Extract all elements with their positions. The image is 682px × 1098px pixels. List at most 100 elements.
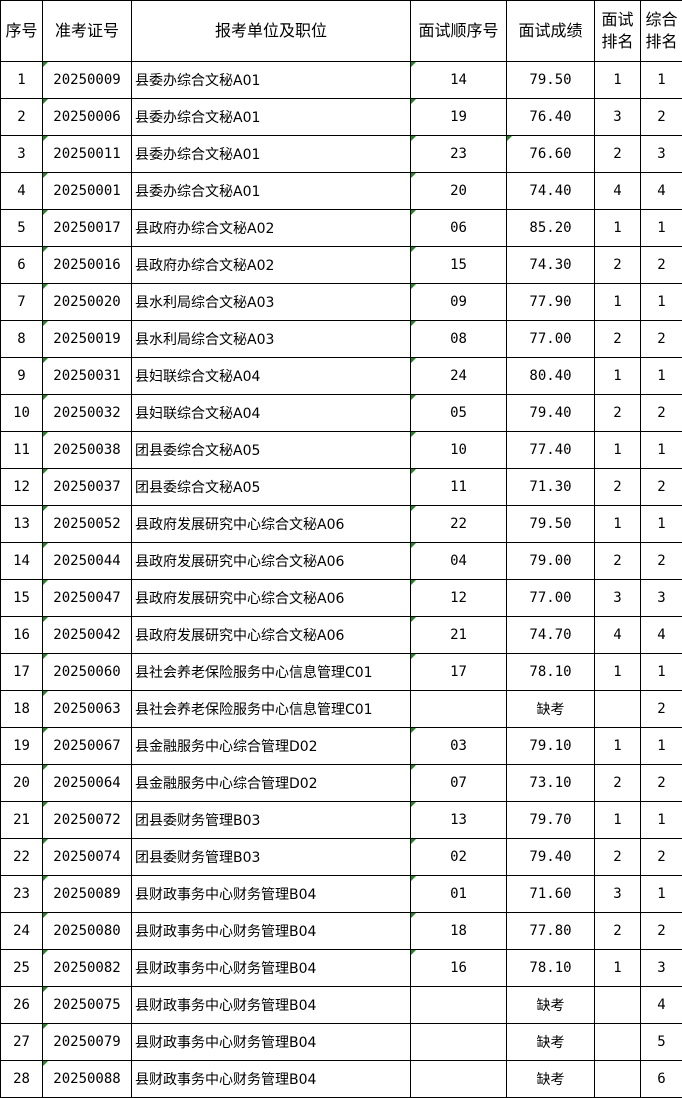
cell-interview-score[interactable]: 71.60 [507,876,595,913]
cell-overall-rank[interactable]: 6 [641,1061,682,1098]
cell-unit-position[interactable]: 团县委综合文秘A05 [132,469,411,506]
cell-interview-rank[interactable]: 1 [595,62,641,99]
cell-exam-number[interactable]: 20250088 [43,1061,132,1098]
cell-exam-number[interactable]: 20250079 [43,1024,132,1061]
cell-exam-number[interactable]: 20250020 [43,284,132,321]
cell-interview-score[interactable]: 78.10 [507,654,595,691]
cell-index[interactable]: 27 [1,1024,43,1061]
cell-exam-number[interactable]: 20250075 [43,987,132,1024]
cell-unit-position[interactable]: 县政府办综合文秘A02 [132,247,411,284]
cell-interview-score[interactable]: 74.70 [507,617,595,654]
cell-overall-rank[interactable]: 2 [641,247,682,284]
cell-overall-rank[interactable]: 3 [641,136,682,173]
cell-interview-rank[interactable]: 1 [595,950,641,987]
cell-interview-order[interactable] [411,987,507,1024]
cell-unit-position[interactable]: 县政府发展研究中心综合文秘A06 [132,580,411,617]
cell-interview-score[interactable]: 85.20 [507,210,595,247]
cell-overall-rank[interactable]: 2 [641,395,682,432]
cell-interview-rank[interactable] [595,1061,641,1098]
cell-exam-number[interactable]: 20250080 [43,913,132,950]
cell-interview-score[interactable]: 73.10 [507,765,595,802]
cell-unit-position[interactable]: 县社会养老保险服务中心信息管理C01 [132,691,411,728]
cell-index[interactable]: 24 [1,913,43,950]
cell-overall-rank[interactable]: 1 [641,62,682,99]
cell-unit-position[interactable]: 县金融服务中心综合管理D02 [132,728,411,765]
cell-overall-rank[interactable]: 3 [641,580,682,617]
cell-overall-rank[interactable]: 1 [641,728,682,765]
cell-exam-number[interactable]: 20250037 [43,469,132,506]
cell-exam-number[interactable]: 20250089 [43,876,132,913]
cell-unit-position[interactable]: 县财政事务中心财务管理B04 [132,1061,411,1098]
cell-interview-score[interactable]: 77.40 [507,432,595,469]
cell-interview-score[interactable]: 79.50 [507,506,595,543]
cell-interview-score[interactable]: 76.40 [507,99,595,136]
cell-interview-rank[interactable]: 2 [595,913,641,950]
cell-interview-rank[interactable]: 2 [595,395,641,432]
cell-exam-number[interactable]: 20250011 [43,136,132,173]
cell-interview-rank[interactable]: 2 [595,136,641,173]
cell-index[interactable]: 14 [1,543,43,580]
cell-interview-score[interactable]: 76.60 [507,136,595,173]
cell-interview-order[interactable]: 13 [411,802,507,839]
cell-interview-rank[interactable]: 1 [595,210,641,247]
cell-interview-score[interactable]: 77.00 [507,321,595,358]
cell-interview-rank[interactable]: 4 [595,617,641,654]
cell-interview-order[interactable] [411,1024,507,1061]
cell-interview-score[interactable]: 缺考 [507,987,595,1024]
cell-interview-order[interactable]: 06 [411,210,507,247]
cell-interview-rank[interactable]: 1 [595,506,641,543]
cell-overall-rank[interactable]: 2 [641,321,682,358]
cell-overall-rank[interactable]: 1 [641,506,682,543]
cell-interview-order[interactable] [411,691,507,728]
cell-interview-order[interactable]: 04 [411,543,507,580]
cell-index[interactable]: 16 [1,617,43,654]
cell-exam-number[interactable]: 20250052 [43,506,132,543]
cell-exam-number[interactable]: 20250074 [43,839,132,876]
cell-index[interactable]: 3 [1,136,43,173]
cell-exam-number[interactable]: 20250067 [43,728,132,765]
cell-interview-order[interactable]: 02 [411,839,507,876]
cell-interview-order[interactable]: 21 [411,617,507,654]
cell-unit-position[interactable]: 县政府发展研究中心综合文秘A06 [132,543,411,580]
cell-interview-order[interactable] [411,1061,507,1098]
cell-interview-rank[interactable]: 1 [595,358,641,395]
cell-index[interactable]: 6 [1,247,43,284]
cell-overall-rank[interactable]: 4 [641,173,682,210]
cell-exam-number[interactable]: 20250031 [43,358,132,395]
cell-exam-number[interactable]: 20250072 [43,802,132,839]
cell-unit-position[interactable]: 县政府发展研究中心综合文秘A06 [132,617,411,654]
cell-interview-rank[interactable]: 1 [595,432,641,469]
cell-overall-rank[interactable]: 4 [641,987,682,1024]
cell-unit-position[interactable]: 团县委财务管理B03 [132,802,411,839]
cell-exam-number[interactable]: 20250044 [43,543,132,580]
cell-unit-position[interactable]: 县水利局综合文秘A03 [132,284,411,321]
cell-exam-number[interactable]: 20250082 [43,950,132,987]
cell-unit-position[interactable]: 县财政事务中心财务管理B04 [132,876,411,913]
cell-interview-order[interactable]: 20 [411,173,507,210]
cell-index[interactable]: 11 [1,432,43,469]
cell-interview-score[interactable]: 79.70 [507,802,595,839]
cell-interview-order[interactable]: 17 [411,654,507,691]
cell-unit-position[interactable]: 县财政事务中心财务管理B04 [132,950,411,987]
cell-interview-rank[interactable]: 1 [595,654,641,691]
cell-index[interactable]: 2 [1,99,43,136]
cell-interview-score[interactable]: 缺考 [507,1024,595,1061]
cell-unit-position[interactable]: 县财政事务中心财务管理B04 [132,913,411,950]
cell-interview-order[interactable]: 14 [411,62,507,99]
cell-index[interactable]: 7 [1,284,43,321]
cell-interview-order[interactable]: 01 [411,876,507,913]
cell-index[interactable]: 8 [1,321,43,358]
cell-interview-rank[interactable] [595,1024,641,1061]
cell-index[interactable]: 28 [1,1061,43,1098]
cell-exam-number[interactable]: 20250001 [43,173,132,210]
cell-unit-position[interactable]: 县妇联综合文秘A04 [132,358,411,395]
cell-interview-rank[interactable]: 3 [595,580,641,617]
cell-unit-position[interactable]: 县委办综合文秘A01 [132,136,411,173]
cell-interview-score[interactable]: 77.90 [507,284,595,321]
cell-index[interactable]: 13 [1,506,43,543]
cell-overall-rank[interactable]: 4 [641,617,682,654]
cell-interview-order[interactable]: 15 [411,247,507,284]
cell-index[interactable]: 21 [1,802,43,839]
cell-overall-rank[interactable]: 1 [641,284,682,321]
cell-interview-rank[interactable]: 1 [595,728,641,765]
